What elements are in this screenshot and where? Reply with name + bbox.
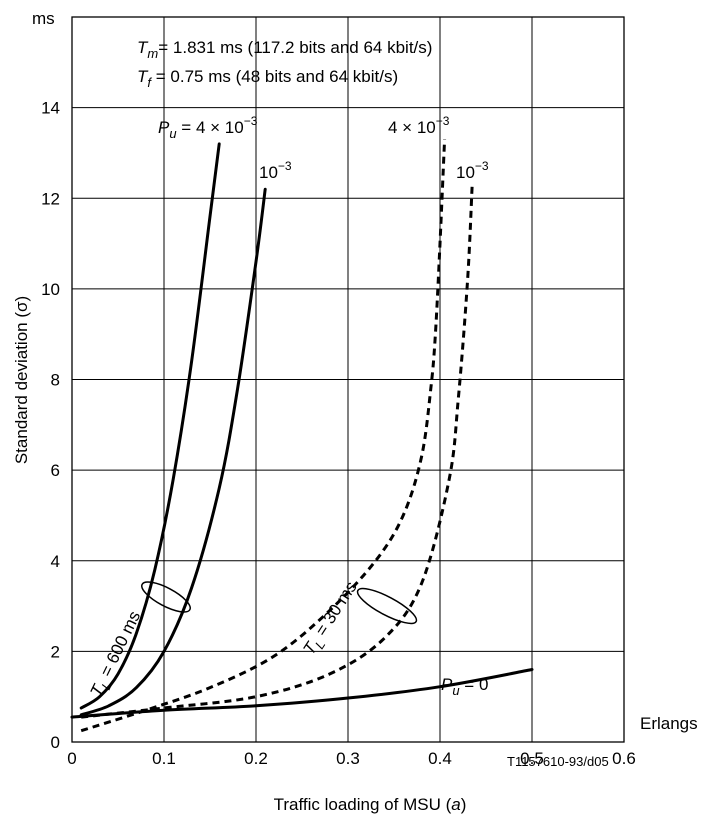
- y-tick-label: 8: [51, 371, 60, 390]
- x-tick-label: 0.2: [244, 749, 268, 768]
- x-unit-label: Erlangs: [640, 714, 698, 733]
- label-tl30-pu-1e3: 10−3: [456, 159, 489, 182]
- x-axis-label-close: ): [461, 795, 467, 814]
- series-line-tl30-pu-4e3: [80, 139, 447, 733]
- y-axis-label: Standard deviation (σ): [12, 296, 31, 464]
- series-line-tl600-pu-1e3: [79, 187, 267, 717]
- tm-sub: m: [147, 46, 158, 61]
- label-tl600-pu-1e3: 10−3: [259, 159, 292, 182]
- y-unit-label: ms: [32, 9, 55, 28]
- x-tick-label: 0.1: [152, 749, 176, 768]
- label-times10: 4 × 10: [388, 118, 436, 137]
- label-ten: 10: [456, 163, 475, 182]
- tm-text: = 1.831 ms (117.2 bits and 64 kbit/s): [158, 38, 432, 57]
- label-zero: = 0: [460, 675, 489, 694]
- tf-text: = 0.75 ms (48 bits and 64 kbit/s): [151, 67, 398, 86]
- label-tl600-pu-4e3: Pu = 4 × 10−3: [158, 114, 258, 141]
- label-ten: 10: [259, 163, 278, 182]
- series: [70, 139, 534, 733]
- y-tick-label: 2: [51, 642, 60, 661]
- y-tick-label: 10: [41, 280, 60, 299]
- tm-param: Tm= 1.831 ms (117.2 bits and 64 kbit/s): [137, 38, 432, 61]
- grid: [72, 16, 624, 742]
- label-times10: 4 × 10: [196, 118, 244, 137]
- plot-frame: [71, 16, 625, 743]
- x-tick-label: 0: [67, 749, 76, 768]
- label-tl30-text: = 30 ms: [309, 578, 361, 643]
- series-line-tl30-pu-1e3: [81, 184, 474, 719]
- label-pu-sub: u: [169, 126, 176, 141]
- x-tick-label: 0.3: [336, 749, 360, 768]
- label-pu-zero: Pu = 0: [441, 675, 488, 698]
- label-exp: −3: [475, 159, 489, 173]
- label-tl30: TL = 30 ms: [299, 578, 364, 660]
- label-exp: −3: [436, 114, 450, 128]
- series-line-tl600-pu-4e3: [79, 142, 221, 710]
- x-axis-label: Traffic loading of MSU (a): [274, 795, 467, 814]
- tf-lead: T: [137, 67, 149, 86]
- label-exp: −3: [278, 159, 292, 173]
- label-pu-p: P: [158, 118, 170, 137]
- y-tick-label: 4: [51, 552, 60, 571]
- tf-param: Tf = 0.75 ms (48 bits and 64 kbit/s): [137, 67, 398, 90]
- x-axis-label-var: a: [451, 795, 460, 814]
- label-eq: =: [177, 118, 196, 137]
- figure-id: T1157610-93/d05: [507, 754, 609, 769]
- series-line-pu0-pu-0: [70, 668, 534, 719]
- x-tick-label: 0.4: [428, 749, 452, 768]
- label-pu-sub: u: [452, 683, 459, 698]
- tf-sub: f: [147, 75, 152, 90]
- y-tick-label: 12: [41, 189, 60, 208]
- x-tick-label: 0.6: [612, 749, 636, 768]
- x-tick-labels: 0 0.1 0.2 0.3 0.4 0.5 0.6: [67, 749, 636, 768]
- label-tl600: TL = 600 ms: [87, 608, 148, 701]
- label-pu-p: P: [441, 675, 453, 694]
- tl30-bracket: [356, 587, 418, 625]
- tm-lead: T: [137, 38, 149, 57]
- x-tick-label: 0.5: [520, 749, 544, 768]
- tl600-bracket: [141, 581, 191, 613]
- y-tick-labels: 0 2 4 6 8 10 12 14: [41, 99, 60, 752]
- y-tick-label: 6: [51, 461, 60, 480]
- label-tl30-pu-4e3: 4 × 10−3: [388, 114, 450, 137]
- y-tick-label: 0: [51, 733, 60, 752]
- x-axis-label-main: Traffic loading of MSU (: [274, 795, 452, 814]
- label-exp: −3: [244, 114, 258, 128]
- y-tick-label: 14: [41, 99, 60, 118]
